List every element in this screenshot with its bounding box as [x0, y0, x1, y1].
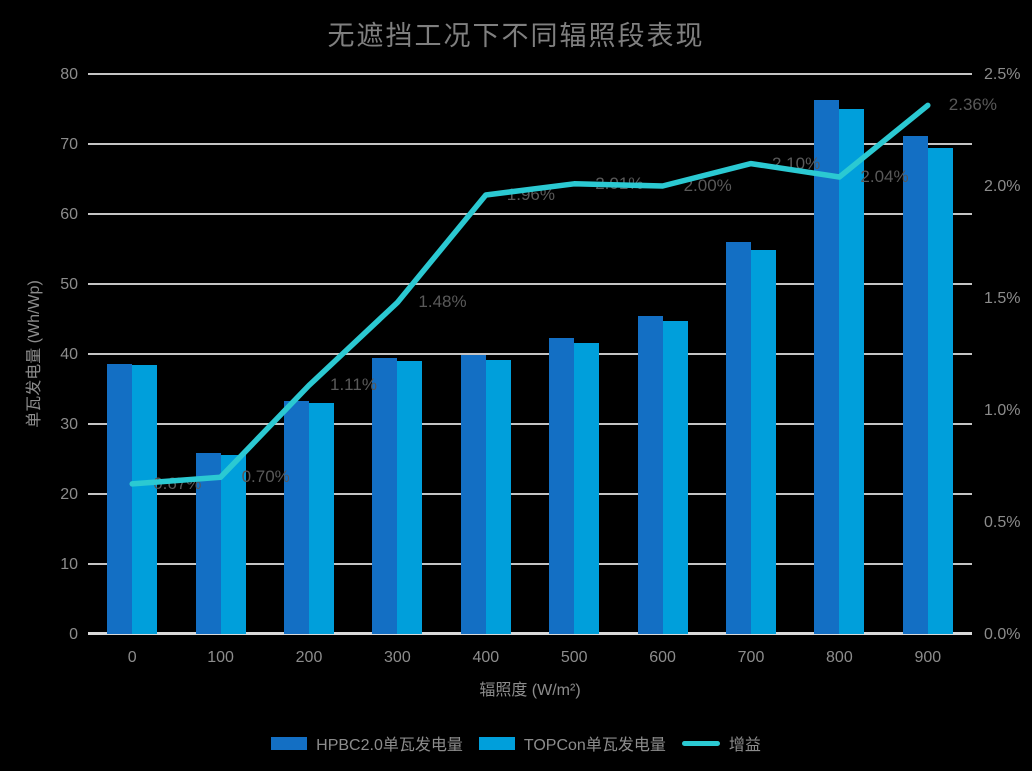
bar-hpbc	[460, 354, 486, 634]
gridline	[88, 213, 972, 215]
gain-data-label: 2.00%	[683, 176, 732, 195]
gridline	[88, 493, 972, 495]
right-axis-tick-label: 0.0%	[984, 626, 1021, 643]
gain-data-label: 0.70%	[241, 467, 290, 487]
bar-hpbc	[107, 363, 133, 634]
bar-topcon	[397, 361, 423, 634]
right-axis-tick-label: 1.0%	[984, 402, 1021, 419]
bar-topcon	[485, 360, 511, 634]
bar-hpbc	[902, 136, 928, 634]
left-axis-tick-label: 70	[60, 136, 78, 153]
bar-hpbc	[372, 357, 398, 634]
legend-item-hpbc: HPBC2.0单瓦发电量	[271, 731, 463, 755]
plot-area: 0.67% 0.70% 1.11% 1.48% 1.96% 2.01% 2.00% 2.10%…	[88, 73, 997, 635]
right-axis-tick-label: 2.0%	[984, 178, 1021, 195]
bar-hpbc	[195, 453, 221, 634]
legend-swatch-gain-line	[681, 740, 720, 746]
left-axis-tick-label: 30	[60, 416, 78, 433]
legend-item-gain: 增益	[681, 731, 761, 755]
right-axis-tick-label: 0.5%	[984, 514, 1021, 531]
legend-item-topcon: TOPCon单瓦发电量	[478, 731, 666, 755]
left-axis-tick-label: 0	[69, 626, 78, 643]
legend-swatch-hpbc	[271, 736, 308, 750]
gridline	[88, 283, 972, 285]
bar-hpbc	[549, 337, 575, 634]
right-axis-tick-label: 2.5%	[984, 66, 1021, 83]
bar-hpbc	[814, 99, 840, 634]
gain-data-label: 1.11%	[330, 375, 377, 395]
bar-hpbc	[637, 316, 663, 634]
bar-topcon	[927, 148, 953, 634]
bar-hpbc	[726, 242, 751, 634]
legend-label-gain: 增益	[728, 737, 761, 754]
x-axis-tick-label: 800	[826, 649, 853, 666]
left-axis-tick-label: 40	[60, 346, 78, 363]
x-axis-tick-label: 700	[737, 649, 765, 666]
left-axis-tick-label: 50	[60, 276, 78, 293]
gridline	[88, 73, 972, 75]
bar-topcon	[309, 403, 334, 634]
gridline	[88, 563, 972, 565]
bar-topcon	[662, 321, 688, 634]
left-axis-tick-label: 80	[60, 66, 78, 83]
gain-line	[129, 102, 931, 487]
bar-topcon	[751, 249, 776, 634]
x-axis-tick-label: 0	[127, 649, 137, 666]
gridline	[88, 423, 972, 425]
bar-topcon	[132, 365, 158, 634]
gain-data-label: 2.36%	[948, 95, 997, 115]
right-axis-tick-label: 1.5%	[984, 290, 1021, 307]
legend: HPBC2.0单瓦发电量 TOPCon单瓦发电量 增益	[0, 731, 1032, 755]
legend-swatch-topcon	[478, 736, 515, 750]
x-axis-tick-label: 400	[472, 649, 500, 666]
left-axis-tick-label: 60	[60, 206, 78, 223]
legend-label-hpbc: HPBC2.0单瓦发电量	[316, 737, 463, 754]
x-axis-tick-label: 200	[295, 649, 323, 666]
x-axis-tick-label: 500	[560, 649, 588, 666]
x-axis-tick-label: 300	[384, 649, 411, 666]
x-axis-baseline	[88, 632, 972, 635]
left-axis-tick-label: 20	[60, 486, 78, 503]
bar-hpbc	[284, 400, 309, 634]
x-axis-tick-label: 900	[914, 649, 942, 666]
gain-data-label: 2.04%	[860, 167, 909, 187]
x-axis-title: 辐照度 (W/m²)	[479, 682, 581, 699]
gain-data-label: 1.48%	[418, 292, 467, 312]
legend-label-topcon: TOPCon单瓦发电量	[523, 737, 666, 754]
bar-topcon	[839, 109, 865, 634]
left-axis-tick-label: 10	[60, 556, 78, 573]
x-axis-tick-label: 600	[649, 649, 676, 666]
x-axis-tick-label: 100	[207, 649, 234, 666]
bar-topcon	[574, 342, 600, 634]
gridline	[88, 143, 972, 145]
chart-title: 无遮挡工况下不同辐照段表现	[327, 21, 705, 51]
bar-topcon	[220, 454, 246, 634]
gridline	[88, 353, 972, 355]
